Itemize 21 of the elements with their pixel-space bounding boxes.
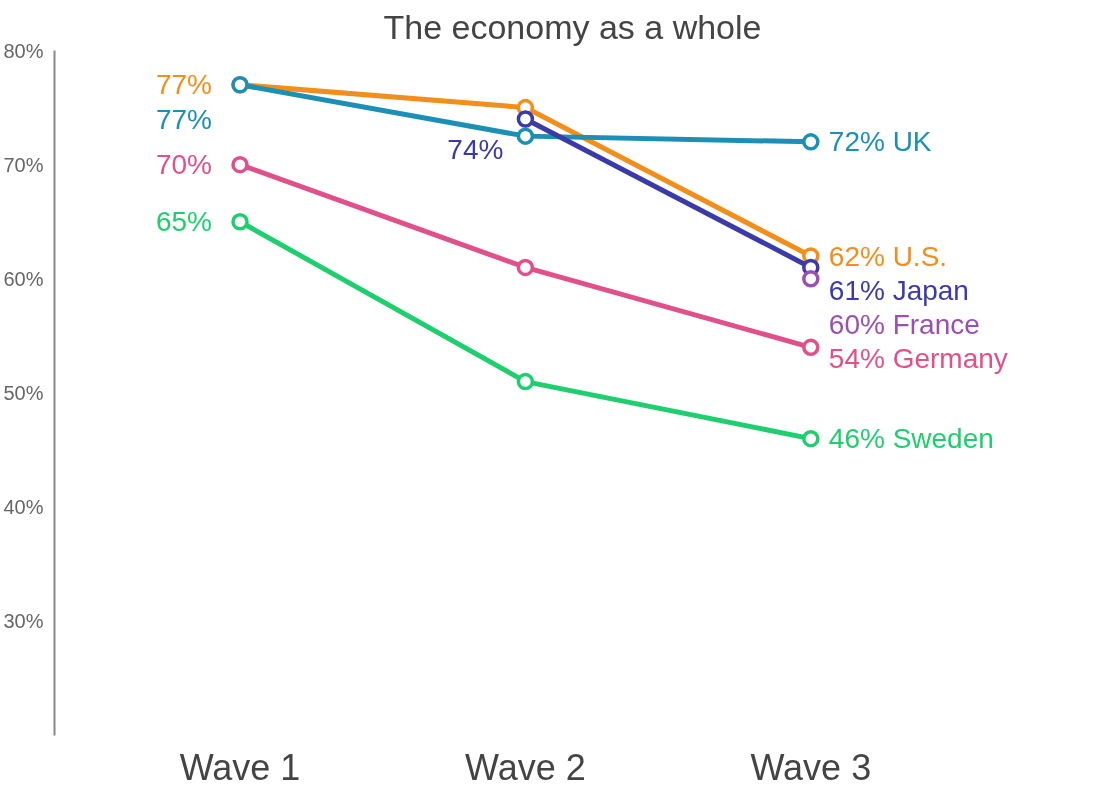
- data-label: 70%: [155, 149, 213, 181]
- text: 54% Germany: [828, 343, 1008, 375]
- text: 62% U.S.: [828, 240, 948, 272]
- text: 72% UK: [828, 126, 932, 158]
- data-label: 77%: [155, 69, 213, 101]
- y-tick-label: 40%: [3, 496, 44, 519]
- text: 46% Sweden: [828, 423, 994, 455]
- y-tick-label: 70%: [3, 153, 44, 176]
- text: 61% Japan: [828, 274, 969, 306]
- y-tick-label: 30%: [3, 610, 44, 633]
- data-label: 74%: [447, 133, 504, 165]
- x-tick-label: Wave 1: [179, 746, 301, 788]
- text: 60% France: [828, 309, 980, 340]
- y-tick-label: 60%: [3, 267, 44, 290]
- x-tick-label: Wave 3: [750, 746, 872, 788]
- x-tick-label: Wave 2: [465, 746, 586, 788]
- y-tick-label: 50%: [3, 382, 44, 404]
- chart-title: The economy as a whole: [383, 7, 762, 46]
- data-label: 65%: [155, 206, 213, 238]
- y-tick-label: 80%: [3, 39, 44, 62]
- data-label: 77%: [155, 103, 213, 135]
